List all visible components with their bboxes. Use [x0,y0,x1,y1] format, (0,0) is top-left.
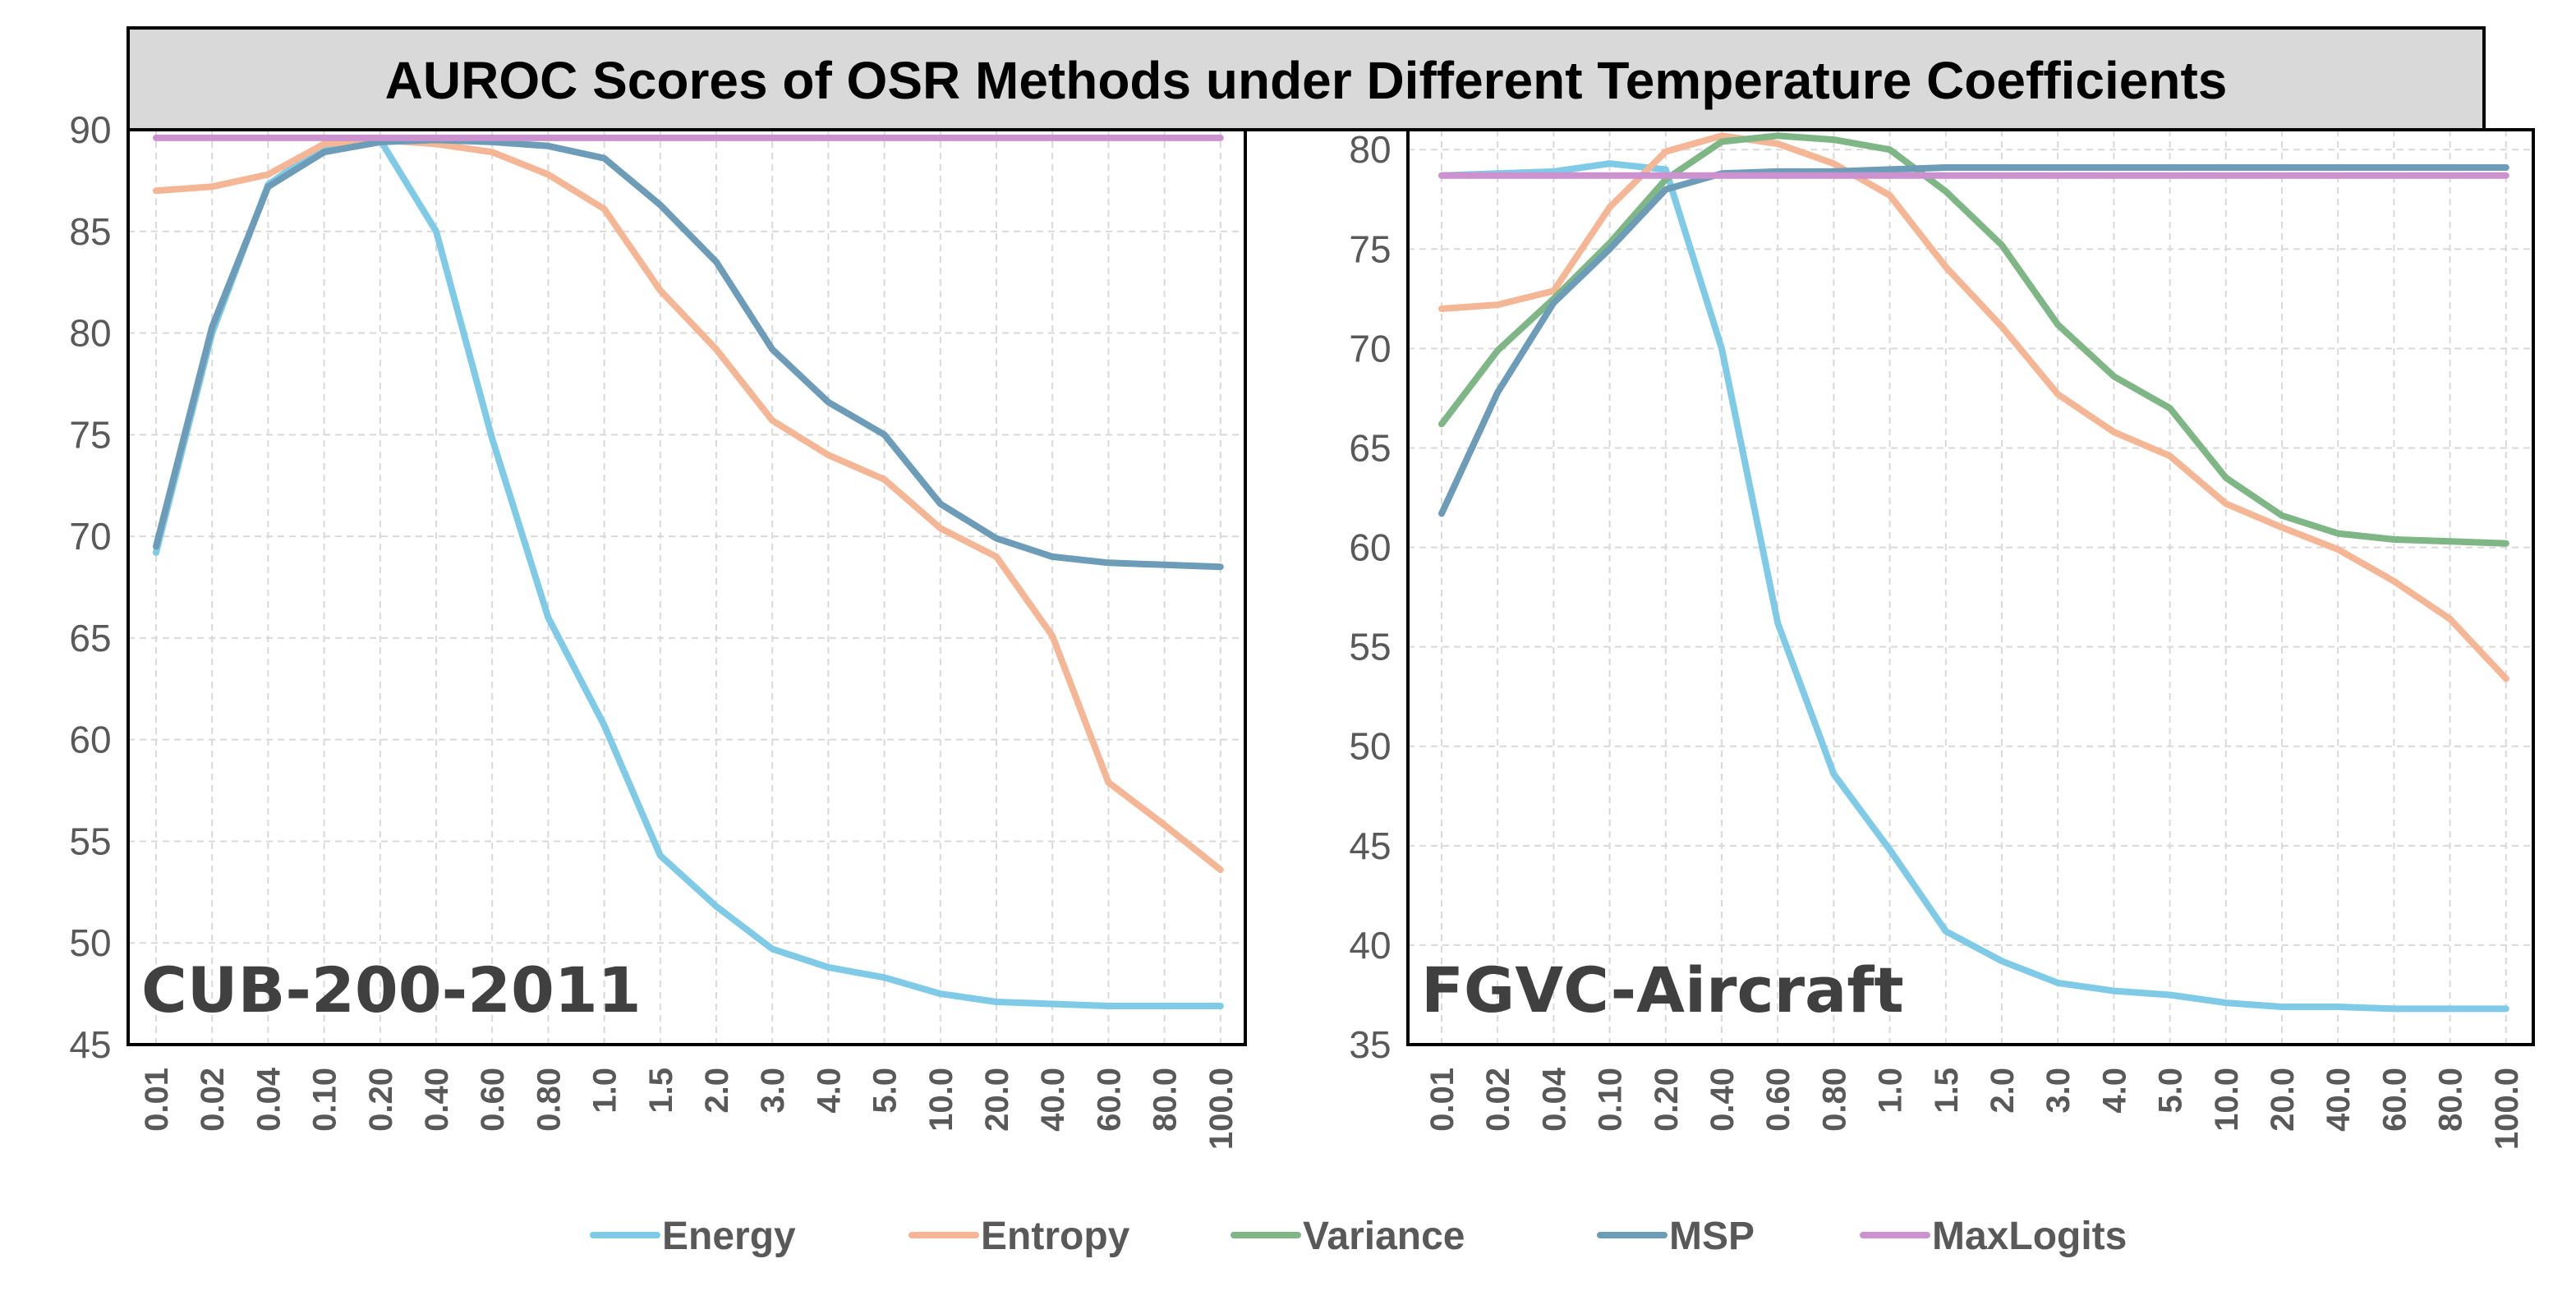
x-tick-label: 0.04 [251,1067,287,1132]
x-tick-label: 1.0 [1873,1068,1909,1114]
x-tick-label: 1.5 [1929,1068,1965,1114]
y-tick-label: 60 [1349,526,1391,569]
y-tick-label: 55 [1349,626,1391,668]
x-tick-label: 20.0 [2265,1068,2301,1132]
x-tick-label: 0.10 [307,1068,343,1132]
series-line-entropy [1438,132,2509,682]
y-tick-label: 85 [69,210,111,253]
x-tick-label: 0.40 [1704,1068,1741,1132]
y-tick-label: 50 [69,921,111,964]
legend-item-msp: MSP [1597,1215,1755,1258]
panel-label: FGVC-Aircraft [1421,953,1904,1027]
y-tick-label: 60 [69,719,111,761]
y-tick-label: 45 [1349,825,1391,867]
x-tick-label: 5.0 [867,1068,904,1114]
x-tick-label: 4.0 [2096,1068,2132,1114]
x-tick-label: 0.01 [1424,1068,1460,1132]
y-tick-label: 45 [69,1023,111,1066]
y-tick-label: 70 [69,515,111,558]
x-tick-label: 0.20 [1649,1068,1685,1132]
plot-frame [126,128,1247,1046]
y-tick-label: 75 [1349,227,1391,270]
series-line-msp [1438,164,2509,517]
y-tick-label: 40 [1349,924,1391,967]
series-line-msp [153,136,1224,571]
panel-cub-200-2011: 45 50 55 60 65 70 75 80 85 90 0.01 0.02 0.04 0.10 0.20… [69,108,1247,1150]
x-tick-label: 60.0 [1091,1068,1127,1132]
x-tick-label: 80.0 [2433,1068,2469,1132]
y-tick-label: 80 [1349,128,1391,171]
x-tick-label: 10.0 [923,1068,959,1132]
x-tick-label: 2.0 [699,1068,735,1114]
x-tick-label: 2.0 [1985,1068,2021,1114]
x-tick-label: 20.0 [979,1068,1015,1132]
y-tick-label: 75 [69,413,111,456]
x-tick-label: 100.0 [1203,1068,1240,1150]
plot-frame [1406,128,2535,1046]
x-tick-label: 4.0 [811,1068,847,1114]
series-line-entropy [153,136,1224,874]
x-tick-label: 0.02 [195,1068,231,1132]
legend: Energy Entropy Variance MSP MaxLogits [590,1215,2127,1258]
title-banner [126,26,2486,131]
legend-label: Entropy [981,1215,1130,1258]
x-tick-label: 3.0 [2040,1068,2077,1114]
legend-item-energy: Energy [590,1215,796,1258]
y-tick-label: 70 [1349,327,1391,370]
legend-item-entropy: Entropy [908,1215,1130,1258]
x-tick-label: 40.0 [1035,1068,1071,1132]
x-tick-label: 100.0 [2489,1068,2525,1150]
y-tick-label: 55 [69,820,111,862]
y-tick-label: 35 [1349,1023,1391,1066]
y-tick-label: 65 [1349,426,1391,469]
y-tick-label: 50 [1349,725,1391,768]
legend-label: MaxLogits [1932,1215,2127,1258]
legend-label: MSP [1669,1215,1755,1258]
legend-label: Energy [662,1215,796,1258]
chart-title: AUROC Scores of OSR Methods under Differ… [385,51,2228,110]
x-tick-label: 0.10 [1593,1068,1629,1132]
legend-item-maxlogits: MaxLogits [1860,1215,2127,1258]
x-tick-label: 0.01 [139,1068,175,1132]
x-tick-label: 0.60 [475,1068,511,1132]
series-line-variance [1438,132,2509,547]
x-tick-label: 3.0 [755,1068,791,1114]
panel-fgvc-aircraft: 35 40 45 50 55 60 65 70 75 80 0.01 0.02 0.04 0.10 0.20… [1349,128,2535,1150]
x-tick-label: 0.40 [419,1068,455,1132]
x-tick-label: 10.0 [2209,1068,2245,1132]
x-tick-label: 1.5 [643,1068,679,1114]
x-tick-label: 0.04 [1536,1067,1572,1132]
y-tick-label: 90 [69,108,111,151]
x-tick-label: 0.60 [1760,1068,1796,1132]
y-tick-label: 80 [69,312,111,355]
x-tick-label: 5.0 [2153,1068,2189,1114]
x-tick-label: 1.0 [587,1068,623,1114]
x-tick-label: 0.80 [531,1068,567,1132]
y-tick-label: 65 [69,617,111,659]
series-line-energy [153,136,1224,1009]
legend-label: Variance [1303,1215,1465,1258]
panel-label: CUB-200-2011 [141,953,642,1027]
x-tick-label: 0.80 [1816,1068,1852,1132]
x-tick-label: 60.0 [2376,1068,2413,1132]
x-tick-label: 80.0 [1148,1068,1184,1132]
legend-item-variance: Variance [1230,1215,1465,1258]
x-tick-label: 0.20 [363,1068,399,1132]
series-line-energy [1438,160,2509,1013]
x-tick-label: 40.0 [2321,1068,2357,1132]
x-tick-label: 0.02 [1480,1068,1516,1132]
